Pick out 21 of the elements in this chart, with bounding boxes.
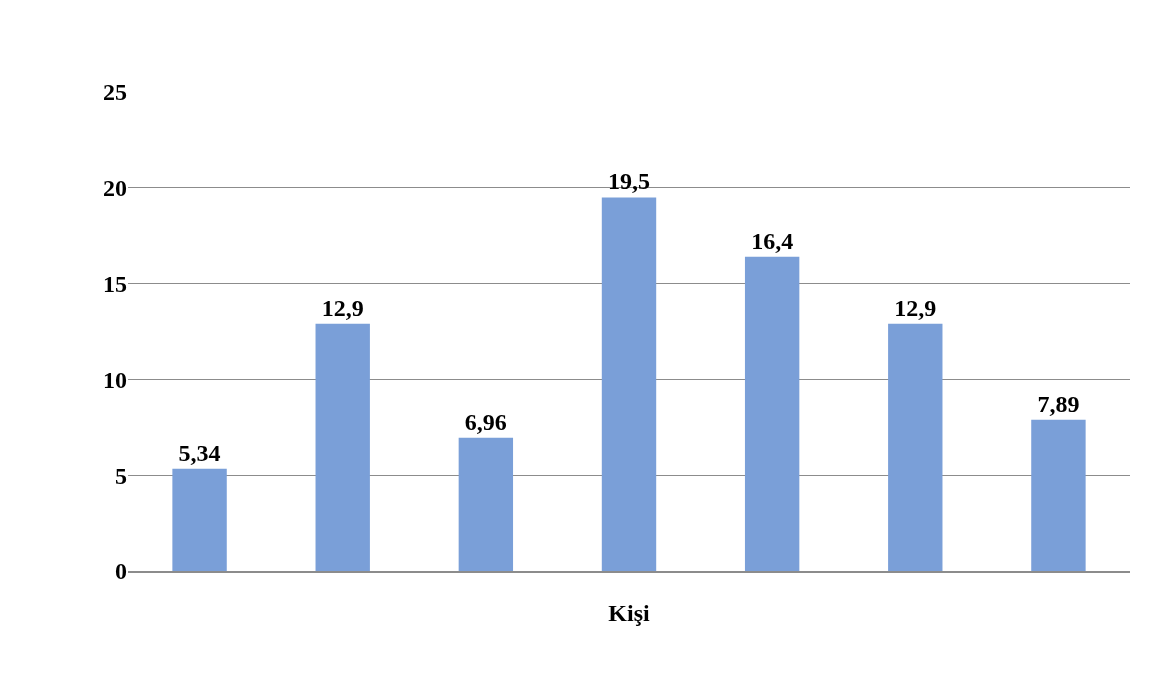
- y-tick-label: 5: [115, 462, 127, 489]
- bar: [172, 468, 227, 571]
- y-tick-label: 15: [103, 271, 127, 297]
- y-tick-label: 0: [115, 558, 127, 585]
- data-label: 6,96: [464, 408, 507, 435]
- bar: [888, 323, 943, 571]
- data-label: 7,89: [1037, 390, 1080, 417]
- data-label: 12,9: [321, 294, 364, 321]
- x-axis-title: Kişi: [608, 600, 650, 627]
- bar: [458, 437, 514, 571]
- bar: [744, 256, 800, 571]
- bar: [315, 323, 370, 571]
- data-label: 19,5: [608, 168, 650, 195]
- bar: [1031, 419, 1086, 571]
- data-label: 16,4: [751, 227, 794, 254]
- y-tick-label: 20: [103, 175, 127, 202]
- data-label: 12,9: [894, 294, 937, 321]
- data-label: 5,34: [178, 439, 221, 466]
- y-tick-label: 10: [103, 366, 127, 393]
- y-tick-label: 25: [103, 79, 127, 106]
- bar: [601, 197, 657, 571]
